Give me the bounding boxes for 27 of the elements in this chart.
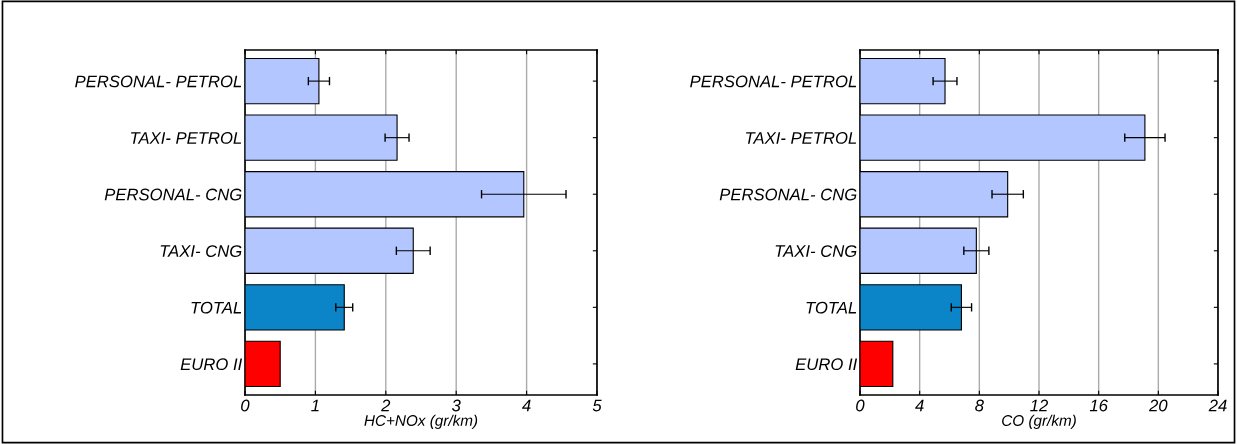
y-tick-label: TOTAL bbox=[806, 301, 857, 314]
x-tick-label: 2 bbox=[381, 399, 391, 412]
x-axis-title: CO (gr/km) bbox=[1002, 414, 1076, 429]
x-tick-label: 16 bbox=[1089, 399, 1108, 412]
x-tick-label: 20 bbox=[1148, 399, 1168, 412]
y-tick-label: TOTAL bbox=[191, 301, 242, 314]
y-tick-label: EURO II bbox=[180, 358, 243, 371]
y-tick-label: PERSONAL- PETROL bbox=[75, 75, 242, 88]
x-tick-label: 24 bbox=[1208, 399, 1227, 412]
x-tick-label: 3 bbox=[451, 399, 461, 412]
x-tick-label: 4 bbox=[522, 399, 531, 412]
y-tick-label: TAXI- CNG bbox=[775, 245, 857, 257]
x-tick-label: 0 bbox=[856, 399, 865, 412]
x-tick-label: 4 bbox=[915, 399, 924, 412]
x-tick-label: 5 bbox=[592, 399, 602, 412]
x-tick-label: 1 bbox=[311, 399, 319, 412]
y-tick-label: TAXI- PETROL bbox=[746, 132, 857, 144]
y-tick-label: EURO II bbox=[795, 358, 858, 371]
x-tick-label: 8 bbox=[975, 399, 984, 412]
x-tick-label: 0 bbox=[241, 399, 250, 412]
y-tick-label: PERSONAL- CNG bbox=[719, 188, 857, 201]
x-tick-label: 12 bbox=[1030, 399, 1049, 412]
x-axis-title: HC+NOx (gr/km) bbox=[364, 414, 478, 429]
y-tick-label: PERSONAL- PETROL bbox=[690, 75, 857, 88]
y-tick-label: TAXI- CNG bbox=[160, 245, 242, 257]
y-tick-label: TAXI- PETROL bbox=[131, 132, 242, 144]
y-tick-label: PERSONAL- CNG bbox=[104, 188, 242, 201]
